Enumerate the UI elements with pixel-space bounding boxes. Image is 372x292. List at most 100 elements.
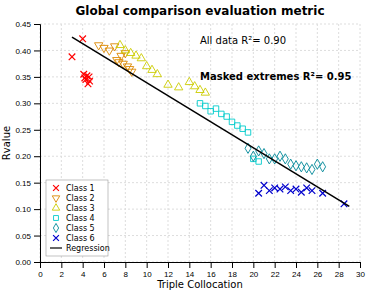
series	[255, 182, 347, 207]
tick-mark	[253, 262, 254, 268]
point	[175, 83, 183, 90]
point	[320, 162, 326, 172]
point	[116, 40, 124, 47]
legend-label: Regression	[66, 244, 110, 253]
tick-label: 0.25	[15, 126, 31, 135]
grid-line	[125, 24, 126, 262]
point	[245, 130, 250, 135]
tick-mark	[125, 262, 126, 268]
grid-line	[317, 24, 318, 262]
tick-label: 24	[292, 270, 301, 279]
tick-label: 0	[38, 270, 43, 279]
tick-mark	[83, 262, 84, 268]
x-axis: 024681012141618202224262830	[38, 262, 365, 279]
point	[235, 123, 240, 128]
series	[116, 40, 210, 95]
tick-mark	[339, 262, 340, 268]
tick-label: 0.05	[15, 232, 31, 241]
point	[105, 48, 113, 55]
legend: Class 1Class 2Class 3Class 4Class 5Class…	[46, 180, 110, 256]
point	[117, 53, 125, 60]
tick: 8	[124, 262, 129, 279]
legend-label: Class 5	[66, 224, 95, 233]
series	[245, 143, 326, 174]
tick-mark	[147, 262, 148, 268]
point	[298, 189, 305, 196]
point	[309, 164, 315, 174]
tick: 2	[60, 262, 65, 279]
grid-line	[168, 24, 169, 262]
point	[79, 36, 86, 43]
point	[203, 103, 208, 108]
tick-label: 18	[228, 270, 237, 279]
point	[287, 187, 294, 194]
legend-swatch	[52, 196, 59, 202]
tick-mark	[104, 262, 105, 268]
tick: 28	[335, 262, 344, 279]
tick-mark	[317, 262, 318, 268]
grid-line	[146, 24, 147, 262]
tick-label: 30	[356, 270, 365, 279]
grid-line	[232, 24, 233, 262]
legend-swatch	[54, 216, 59, 221]
tick-label: 4	[81, 270, 86, 279]
axis-line	[41, 263, 361, 269]
tick-mark	[34, 209, 40, 210]
point	[304, 163, 310, 173]
tick-label: 0.40	[15, 47, 31, 56]
grid-line	[296, 24, 297, 262]
grid-line	[40, 156, 360, 157]
point	[191, 82, 199, 89]
tick: 0.40	[15, 47, 40, 56]
tick: 0	[38, 262, 43, 279]
legend-swatch	[53, 185, 59, 191]
point	[143, 62, 151, 69]
grid-line	[40, 129, 360, 130]
legend-label: Class 3	[66, 204, 95, 213]
tick-label: 0.10	[15, 205, 31, 214]
tick-label: 26	[313, 270, 322, 279]
tick-mark	[61, 262, 62, 268]
point	[153, 69, 161, 76]
annotation: All data R²= 0.90	[200, 35, 286, 46]
tick-mark	[296, 262, 297, 268]
tick-mark	[34, 236, 40, 237]
point	[164, 80, 172, 87]
point	[197, 101, 202, 106]
tick: 0.45	[15, 20, 40, 29]
point	[255, 190, 262, 197]
y-axis-title: Rvalue	[1, 126, 12, 160]
point	[208, 109, 213, 114]
regression-line	[72, 37, 349, 206]
tick-label: 0.20	[15, 152, 31, 161]
point	[282, 154, 288, 164]
point	[250, 151, 256, 161]
grid-line	[360, 24, 361, 262]
tick: 24	[292, 262, 301, 279]
legend-swatch	[52, 204, 59, 210]
tick-mark	[275, 262, 276, 268]
legend-label: Class 2	[66, 194, 95, 203]
tick-mark	[34, 130, 40, 131]
tick: 14	[185, 262, 194, 279]
tick-mark	[34, 77, 40, 78]
tick-mark	[232, 262, 233, 268]
plot: 0246810121416182022242628300.000.050.100…	[15, 20, 365, 279]
tick-label: 16	[207, 270, 216, 279]
point	[137, 54, 145, 61]
tick: 0.20	[15, 152, 40, 161]
tick-label: 12	[164, 270, 173, 279]
grid-line	[338, 24, 339, 262]
tick: 26	[313, 262, 322, 279]
legend-label: Class 1	[66, 184, 95, 193]
tick: 20	[249, 262, 258, 279]
legend-swatch	[53, 223, 58, 232]
grid-line	[274, 24, 275, 262]
tick-label: 0.15	[15, 179, 31, 188]
point	[256, 159, 261, 164]
tick: 0.10	[15, 205, 40, 214]
point	[69, 53, 76, 60]
point	[201, 88, 209, 95]
grid-line	[40, 24, 360, 25]
grid-line	[40, 103, 360, 104]
